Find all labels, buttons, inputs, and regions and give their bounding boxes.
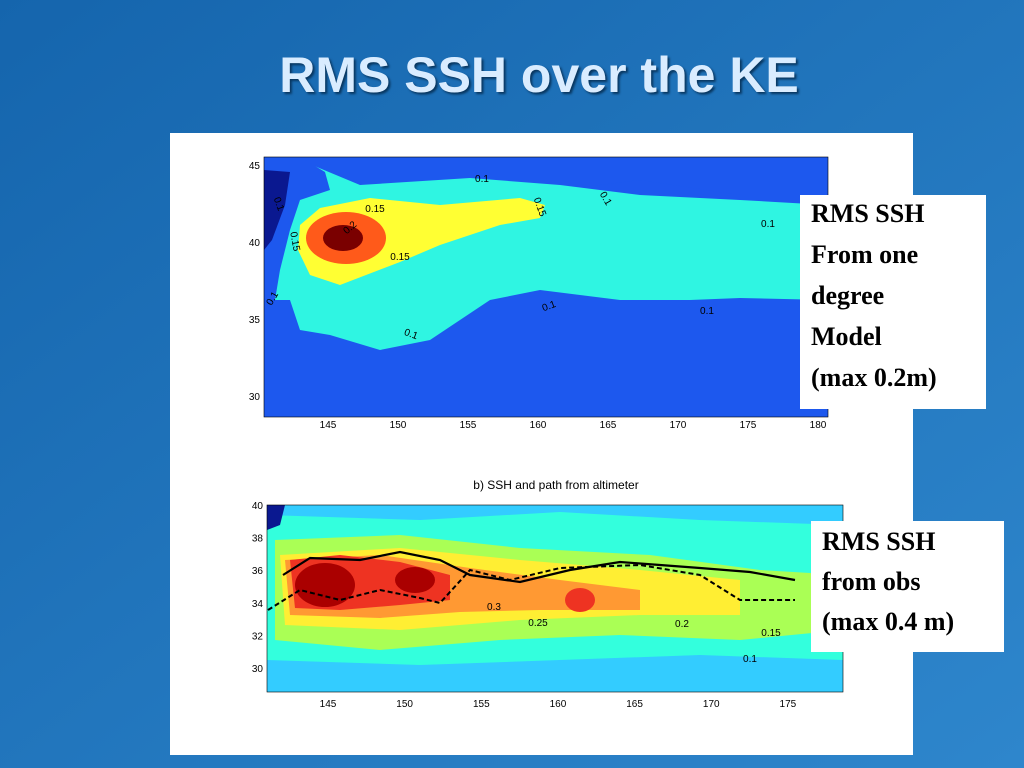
y-tick-label: 30 xyxy=(252,664,264,675)
x-tick-label: 155 xyxy=(460,420,477,431)
caption-box xyxy=(811,521,1004,652)
x-tick-label: 175 xyxy=(740,420,757,431)
x-tick-label: 155 xyxy=(473,699,490,710)
y-tick-label: 45 xyxy=(249,161,261,172)
contour-label: 0.1 xyxy=(743,654,757,665)
contour-label: 0.1 xyxy=(475,174,489,185)
x-tick-label: 160 xyxy=(550,699,567,710)
x-tick-label: 165 xyxy=(626,699,643,710)
y-tick-label: 30 xyxy=(249,392,261,403)
x-tick-label: 180 xyxy=(810,420,827,431)
generated: 145 150 155 160 165 170 175 180 45 40 35 30 0.15 0.1 0… xyxy=(249,161,954,710)
caption-line: degree xyxy=(811,281,884,310)
y-tick-label: 40 xyxy=(252,501,264,512)
y-tick-label: 35 xyxy=(249,315,261,326)
contour-label: 0.15 xyxy=(390,252,410,263)
x-tick-label: 170 xyxy=(670,420,687,431)
y-tick-label: 34 xyxy=(252,599,264,610)
contour-label: 0.15 xyxy=(365,204,385,215)
contour-label: 0.15 xyxy=(761,628,781,639)
contour-label: 0.1 xyxy=(271,196,286,213)
x-tick-label: 165 xyxy=(600,420,617,431)
caption-line: (max 0.2m) xyxy=(811,363,937,392)
caption-line: From one xyxy=(811,240,918,269)
contour-label: 0.25 xyxy=(528,618,548,629)
caption-line: from obs xyxy=(822,567,920,596)
caption-line: RMS SSH xyxy=(822,527,935,556)
path-mean xyxy=(282,550,796,584)
obs-map xyxy=(267,505,843,692)
y-tick-label: 36 xyxy=(252,566,264,577)
contour-label: 0.1 xyxy=(402,327,419,342)
slide-title: RMS SSH over the KE xyxy=(279,47,799,103)
contour-label: 0.1 xyxy=(700,306,714,317)
path-obs xyxy=(267,563,795,611)
x-tick-label: 145 xyxy=(320,699,337,710)
x-tick-label: 170 xyxy=(703,699,720,710)
contour-label: 0.15 xyxy=(287,231,301,253)
x-tick-label: 175 xyxy=(780,699,797,710)
model-map xyxy=(264,157,828,417)
x-tick-label: 150 xyxy=(396,699,413,710)
contour-label: 0.2 xyxy=(675,619,689,630)
caption-line: Model xyxy=(811,322,882,351)
y-tick-label: 40 xyxy=(249,238,261,249)
plot-subtitle: b) SSH and path from altimeter xyxy=(473,478,638,492)
x-tick-label: 150 xyxy=(390,420,407,431)
contour-label: 0.1 xyxy=(541,299,558,314)
x-tick-label: 145 xyxy=(320,420,337,431)
y-tick-label: 38 xyxy=(252,534,264,545)
x-tick-label: 160 xyxy=(530,420,547,431)
contour-label: 0.1 xyxy=(761,219,775,230)
caption-box xyxy=(800,195,986,409)
caption-line: (max 0.4 m) xyxy=(822,607,954,636)
contour-label: 0.3 xyxy=(487,602,501,613)
y-tick-label: 32 xyxy=(252,631,264,642)
caption-line: RMS SSH xyxy=(811,199,924,228)
